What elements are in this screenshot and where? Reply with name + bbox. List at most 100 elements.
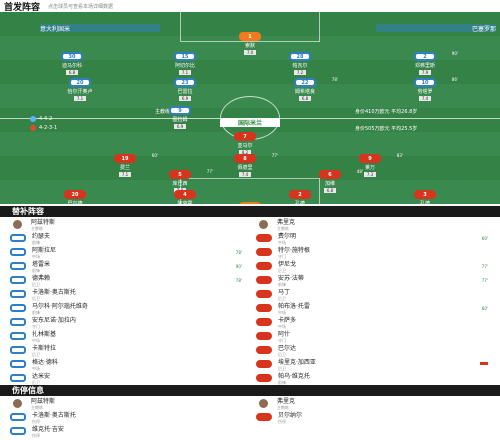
list-item[interactable]: 安东尼诺·加拉内 守门 <box>4 315 250 329</box>
player-4[interactable]: 2 邓弗里斯 7.9 90' <box>390 51 460 76</box>
list-item[interactable]: 马尔科·阿尔瑙托维奇 前锋 <box>4 301 250 315</box>
jersey-icon <box>10 304 26 312</box>
list-item[interactable]: 塔雷米 前锋 90' <box>4 259 250 273</box>
player-position: 主教练 <box>277 404 289 410</box>
sub-minute: 86' <box>451 77 458 82</box>
player-name: 阿劳霍 <box>177 201 193 204</box>
player-name: 德弗赖 <box>32 274 51 282</box>
list-item[interactable]: 阿斯拉尼 中场 78' <box>4 245 250 259</box>
player-rating: 8.2 <box>238 150 252 155</box>
coach-avatar-icon <box>13 398 22 408</box>
list-item[interactable]: 马丁 后卫 <box>250 287 496 301</box>
list-item[interactable]: 阿兹特斯 主教练 <box>4 396 250 410</box>
list-item[interactable]: 弗里克 主教练 <box>250 396 496 410</box>
jersey-icon <box>10 234 26 242</box>
player-20[interactable]: 1什琴斯尼7.4 <box>215 202 285 204</box>
player-11[interactable]: 19 费兰 7.1 60' <box>90 153 160 178</box>
list-item[interactable]: 卡洛斯·奥古斯托 伤停 <box>4 410 250 424</box>
lineup-title: 首发阵容 <box>4 2 41 13</box>
player-position: 守门 <box>278 337 286 343</box>
away-stats: 身价410万欧元 平均26.8岁 <box>355 109 418 115</box>
player-name: 迪马尔科 <box>61 63 82 69</box>
list-item[interactable]: 安苏·法蒂 前锋 77' <box>250 273 496 287</box>
sub-minute: 77' <box>481 277 488 283</box>
player-name: 图拉姆 <box>172 117 188 123</box>
player-position: 后卫 <box>278 365 286 371</box>
injuries-list: 阿兹特斯 主教练 卡洛斯·奥古斯托 伤停 维克托·吉安 伤停 弗里克 主教练 贝尔纳尔 伤停 <box>0 396 500 438</box>
player-rating: 7.1 <box>178 70 192 75</box>
list-item[interactable]: 约瑟夫 前锋 <box>4 231 250 245</box>
list-item[interactable]: 帕布洛·托雷 中场 60' <box>250 301 496 315</box>
player-position: 后卫 <box>278 351 286 357</box>
player-17[interactable]: 4阿劳霍7.0 <box>150 190 220 204</box>
sub-minute: 48' <box>356 169 363 174</box>
player-name: 佩德里 <box>237 165 253 171</box>
player-19[interactable]: 3孔德6.7 <box>390 190 460 204</box>
list-item[interactable]: 卡斯特拉 后卫 <box>4 343 250 357</box>
list-item[interactable]: 伊尼戈 后卫 77' <box>250 259 496 273</box>
player-8[interactable]: 10 劳塔罗 7.4 86' <box>390 77 460 102</box>
list-item[interactable]: 阿兹特斯 主教练 <box>4 217 250 231</box>
player-9[interactable]: 9 图拉姆 6.9 <box>145 106 215 130</box>
player-name: 约瑟夫 <box>32 232 51 240</box>
list-item[interactable]: 扎林斯基 中场 <box>4 329 250 343</box>
player-7[interactable]: 22 姆希塔良 6.8 78' <box>270 77 340 102</box>
player-0[interactable]: 1 索默 7.0 <box>215 32 285 56</box>
player-position: 伤停 <box>278 418 286 424</box>
player-10[interactable]: 7 亚马尔 8.2 <box>210 132 280 156</box>
list-item[interactable]: 弗里克 主教练 <box>250 217 496 231</box>
list-item[interactable]: 巴尔达 后卫 <box>250 343 496 357</box>
player-position: 前锋 <box>32 267 40 273</box>
list-item[interactable]: 维克托·吉安 伤停 <box>4 424 250 438</box>
player-position: 前锋 <box>32 309 40 315</box>
away-team-name: 意大利国米 <box>40 25 71 33</box>
player-12[interactable]: 8 佩德里 7.4 77' <box>210 153 280 178</box>
list-item[interactable]: 卡萨多 中场 <box>250 315 496 329</box>
player-15[interactable]: 6 加维 6.8 48' <box>295 169 365 194</box>
subs-right: 弗里克 主教练 费尔明 中场 60' 特尔·施特根 守门 伊尼戈 后卫 77' 安苏·法蒂 前锋 77'… <box>250 217 496 385</box>
player-name: 达米安 <box>32 372 51 380</box>
player-position: 主教练 <box>31 404 43 410</box>
player-3[interactable]: 28 帕瓦尔 7.2 <box>265 52 335 76</box>
list-item[interactable]: 贝尔纳尔 伤停 <box>250 410 496 424</box>
jersey-icon: 15 <box>174 52 196 61</box>
player-position: 守门 <box>278 253 286 259</box>
player-13[interactable]: 9 莱万 7.3 83' <box>335 153 405 178</box>
list-item[interactable]: 特尔·施特根 守门 <box>250 245 496 259</box>
player-16[interactable]: 20巴尔德6.9 <box>40 190 110 204</box>
player-1[interactable]: 30 迪马尔科 6.8 <box>37 52 107 76</box>
player-position: 主教练 <box>277 225 289 231</box>
jersey-icon: 7 <box>234 132 256 141</box>
red-card-icon <box>480 362 488 365</box>
jersey-icon: 1 <box>239 202 261 204</box>
player-name: 阿什 <box>278 330 291 338</box>
player-18[interactable]: 2孔德7.1 <box>265 190 335 204</box>
list-item[interactable]: 帕乌·维克托 前锋 <box>250 371 496 385</box>
player-name: 巴尔德 <box>67 201 83 204</box>
player-name: 安苏·法蒂 <box>278 274 304 282</box>
player-rating: 6.8 <box>65 70 79 75</box>
list-item[interactable]: 费尔明 中场 60' <box>250 231 496 245</box>
jersey-icon <box>256 248 272 256</box>
player-6[interactable]: 23 巴雷拉 6.9 <box>150 78 220 102</box>
player-2[interactable]: 15 阿切尔比 7.1 <box>150 52 220 76</box>
jersey-icon <box>256 234 272 242</box>
list-item[interactable]: 德弗赖 后卫 78' <box>4 273 250 287</box>
player-name: 阿兹特斯 <box>31 218 56 226</box>
list-item[interactable]: 阿什 守门 <box>250 329 496 343</box>
list-item[interactable]: 卡洛斯·奥古斯托 后卫 <box>4 287 250 301</box>
player-position: 中场 <box>278 309 286 315</box>
jersey-icon: 6 <box>319 170 341 179</box>
list-item[interactable]: 格达·德科 中场 <box>4 357 250 371</box>
player-name: 孔德 <box>419 201 430 204</box>
jersey-icon: 9 <box>359 154 381 163</box>
player-name: 索默 <box>244 43 255 49</box>
list-item[interactable]: 达米安 后卫 <box>4 371 250 385</box>
injuries-right: 弗里克 主教练 贝尔纳尔 伤停 <box>250 396 496 438</box>
list-item[interactable]: 埃里克·加西亚 后卫 <box>250 357 496 371</box>
player-5[interactable]: 20 恰尔汗奥卢 7.1 <box>45 78 115 102</box>
player-name: 加维 <box>324 181 335 187</box>
player-position: 主教练 <box>31 225 43 231</box>
jersey-icon: 19 <box>114 154 136 163</box>
jersey-icon: 8 <box>234 154 256 163</box>
